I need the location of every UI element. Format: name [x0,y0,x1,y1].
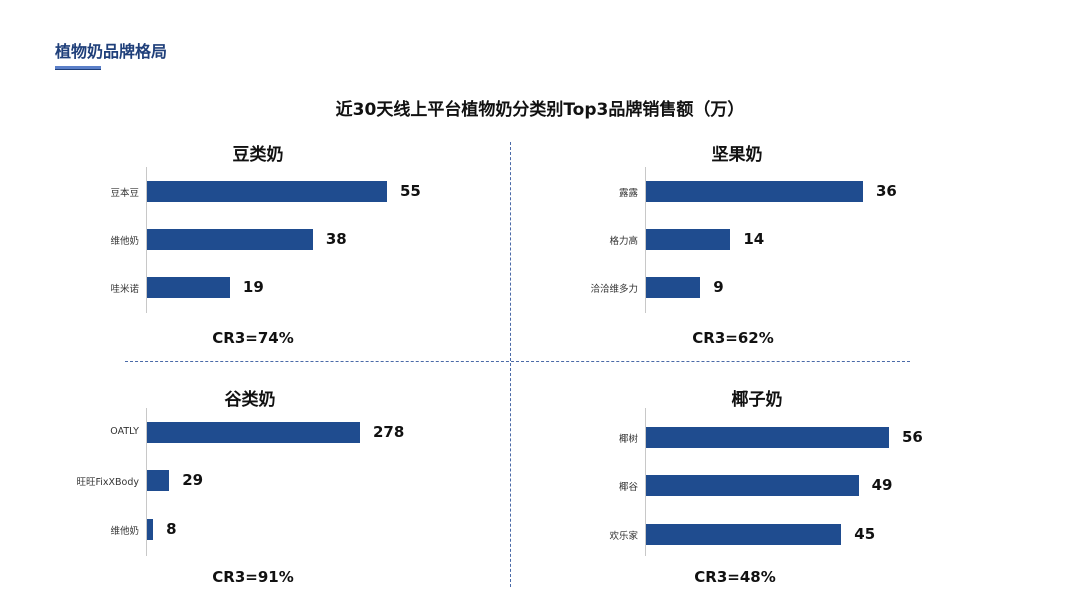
category-label: 椰树 [618,434,638,445]
bar [646,277,701,298]
data-label: 14 [743,230,765,248]
cr3-annotation: CR3=62% [692,329,774,347]
chart-title: 近30天线上平台植物奶分类别Top3品牌销售额（万） [335,100,745,120]
category-axis [146,408,147,556]
category-label: 欢乐家 [609,531,638,542]
category-label: 维他奶 [110,236,139,247]
panel-title: 椰子奶 [731,390,783,410]
bar [147,181,387,202]
category-label: 椰谷 [618,482,638,493]
bar [646,524,842,545]
data-label: 8 [166,520,177,538]
panel-title: 豆类奶 [232,145,284,165]
data-label: 278 [373,423,405,441]
category-label: 旺旺FixXBody [76,477,139,488]
category-label: 露露 [618,188,638,199]
bar [646,181,863,202]
bar [147,277,230,298]
data-label: 45 [854,525,876,543]
category-label: 格力高 [609,236,638,247]
data-label: 38 [325,230,347,248]
page-title: 植物奶品牌格局 [55,42,168,61]
cr3-annotation: CR3=74% [212,329,294,347]
data-label: 49 [871,476,893,494]
cr3-annotation: CR3=48% [694,568,776,586]
category-label: 豆本豆 [110,188,139,199]
category-label: 维他奶 [110,526,139,537]
bar [147,470,170,491]
bar [646,229,731,250]
title-underline [55,66,101,70]
category-axis [645,167,646,313]
bar [147,422,360,443]
bar [646,475,859,496]
data-label: 56 [902,428,923,446]
data-label: 9 [713,278,724,296]
data-label: 55 [400,182,421,200]
bar [147,519,154,540]
data-label: 19 [242,278,264,296]
category-axis [146,167,147,313]
data-label: 29 [182,471,204,489]
horizontal-divider [125,361,910,362]
category-label: 洽洽维多力 [590,284,638,295]
panel-title: 谷类奶 [224,390,276,410]
data-label: 36 [876,182,897,200]
category-axis [645,408,646,556]
vertical-divider [510,142,511,587]
panel-title: 坚果奶 [711,145,763,165]
cr3-annotation: CR3=91% [212,568,294,586]
bar [147,229,313,250]
category-label: 哇米诺 [110,284,139,295]
category-label: OATLY [110,426,139,437]
bar [646,427,889,448]
